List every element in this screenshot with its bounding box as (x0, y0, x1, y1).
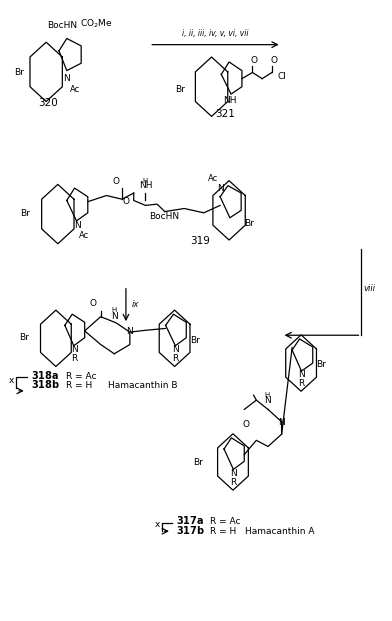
Text: O: O (242, 420, 249, 428)
Text: ix: ix (132, 300, 139, 309)
Text: Hamacanthin B: Hamacanthin B (109, 381, 178, 391)
Text: x: x (9, 376, 14, 386)
Text: N: N (127, 327, 133, 336)
Text: H: H (112, 307, 117, 313)
Text: 321: 321 (215, 109, 235, 119)
Text: CO$_2$Me: CO$_2$Me (80, 18, 113, 30)
Text: N: N (111, 312, 118, 320)
Text: Br: Br (14, 68, 24, 77)
Text: $\mathbf{317b}$: $\mathbf{317b}$ (176, 524, 205, 537)
Text: Br: Br (21, 209, 31, 218)
Text: O: O (122, 197, 129, 206)
Text: Br: Br (190, 335, 200, 345)
Text: N: N (298, 369, 305, 379)
Text: H: H (265, 392, 270, 398)
Text: Br: Br (244, 219, 254, 229)
Text: Br: Br (193, 458, 203, 467)
Text: N: N (172, 345, 179, 354)
Text: Ac: Ac (79, 230, 89, 240)
Text: NH: NH (139, 181, 152, 190)
Text: BocHN: BocHN (149, 212, 179, 221)
Text: Br: Br (316, 360, 326, 369)
Text: Cl: Cl (277, 71, 286, 81)
Text: viii: viii (363, 284, 376, 293)
Text: R: R (172, 354, 178, 363)
Text: $\mathbf{318b}$: $\mathbf{318b}$ (31, 378, 60, 391)
Text: N: N (278, 419, 285, 427)
Text: R = Ac: R = Ac (210, 517, 240, 526)
Text: Br: Br (19, 333, 29, 342)
Text: H: H (143, 178, 148, 184)
Text: R: R (298, 379, 305, 388)
Text: Ac: Ac (209, 174, 219, 183)
Text: N: N (71, 345, 78, 354)
Text: NH: NH (223, 96, 237, 105)
Text: O: O (251, 57, 258, 65)
Text: N: N (217, 184, 223, 193)
Text: N: N (64, 74, 70, 83)
Text: Hamacanthin A: Hamacanthin A (245, 527, 314, 537)
Text: N: N (230, 469, 237, 478)
Text: $\mathbf{318a}$: $\mathbf{318a}$ (31, 368, 59, 381)
Text: $\mathbf{317a}$: $\mathbf{317a}$ (176, 514, 204, 526)
Text: Br: Br (176, 84, 185, 94)
Text: 319: 319 (190, 236, 210, 246)
Text: N: N (264, 396, 270, 406)
Text: O: O (89, 299, 96, 307)
Text: O: O (270, 57, 278, 65)
Text: R = H: R = H (65, 381, 92, 391)
Text: R = Ac: R = Ac (65, 371, 96, 381)
Text: i, ii, iii, iv, v, vi, vii: i, ii, iii, iv, v, vi, vii (182, 29, 249, 39)
Text: O: O (113, 177, 120, 186)
Text: BocHN: BocHN (47, 22, 77, 30)
Text: 320: 320 (38, 98, 58, 109)
Text: Ac: Ac (69, 84, 80, 94)
Text: R: R (71, 354, 77, 363)
Text: R = H: R = H (210, 527, 236, 537)
Text: N: N (74, 220, 81, 230)
Text: R: R (230, 478, 236, 487)
Text: x: x (154, 520, 160, 529)
